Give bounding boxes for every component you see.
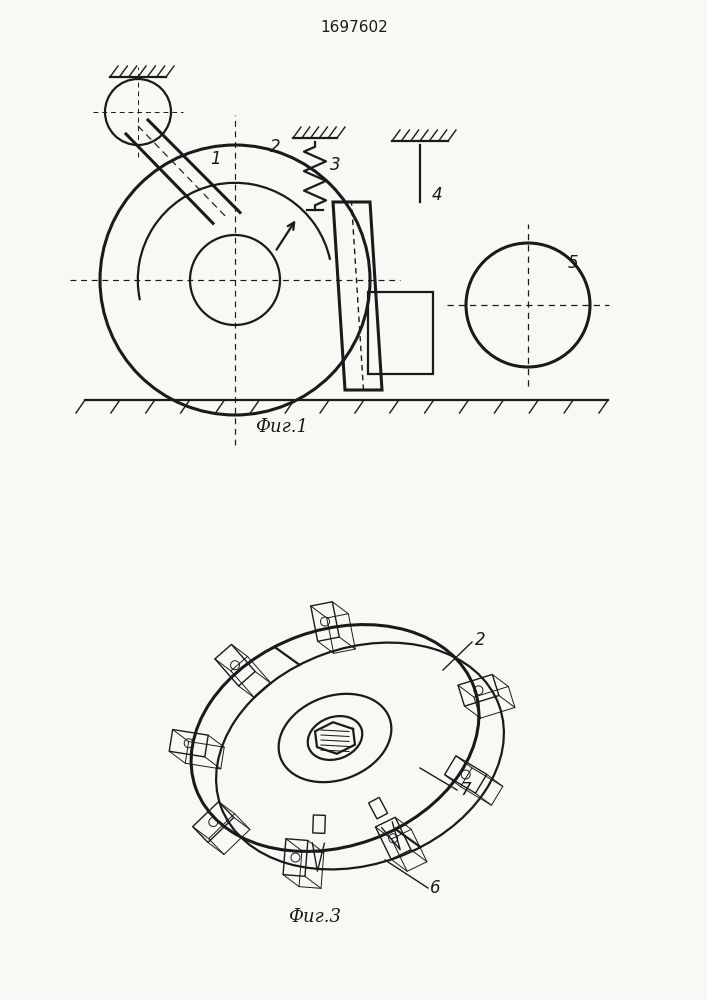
Text: Фиг.1: Фиг.1	[255, 418, 308, 436]
Text: 2: 2	[475, 631, 486, 649]
Text: 6: 6	[430, 879, 440, 897]
Text: 2: 2	[270, 138, 281, 156]
Text: 3: 3	[330, 156, 341, 174]
Text: 1: 1	[210, 150, 221, 168]
Text: 4: 4	[432, 186, 443, 204]
Text: 5: 5	[568, 254, 578, 272]
Text: Фиг.3: Фиг.3	[288, 908, 341, 926]
Text: 7: 7	[460, 781, 471, 799]
Bar	[368, 292, 433, 374]
Text: 1697602: 1697602	[320, 20, 388, 35]
